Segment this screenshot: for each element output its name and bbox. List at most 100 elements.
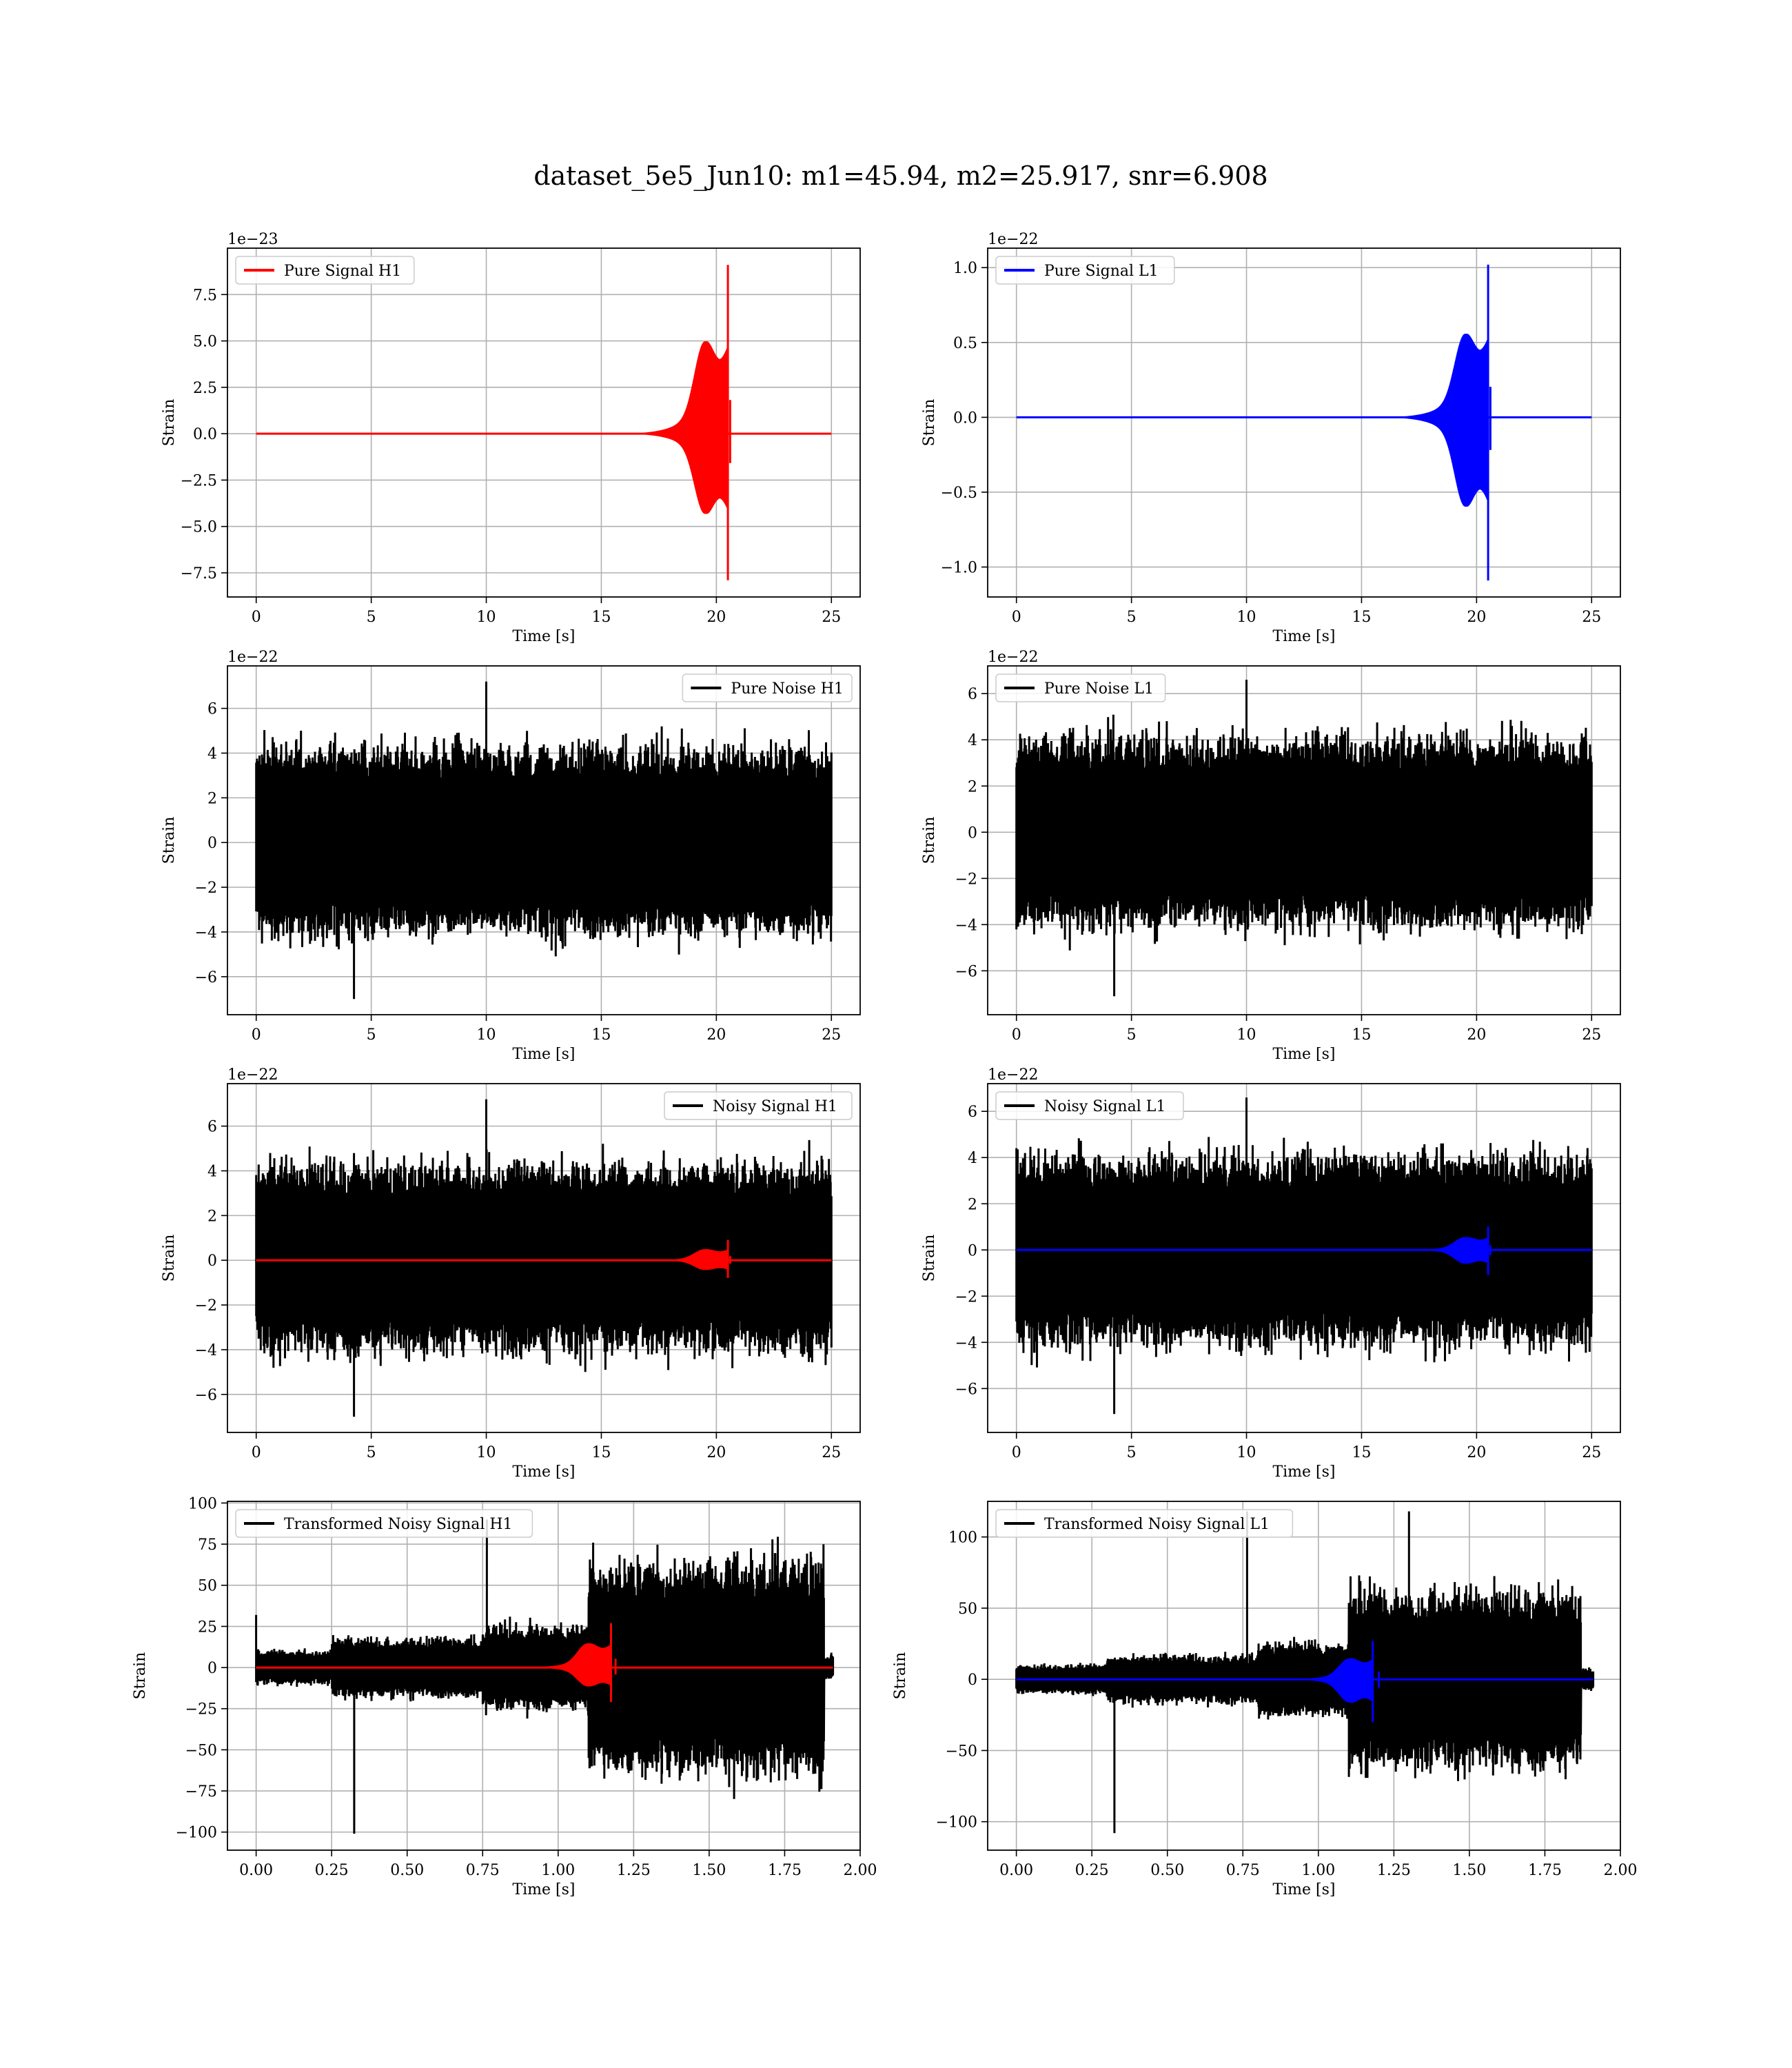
y-axis-label: Strain — [892, 1652, 909, 1700]
x-tick-label: 5 — [1127, 1026, 1137, 1044]
axis-offset-text: 1e−22 — [227, 1066, 278, 1084]
y-tick-label: −4 — [955, 1335, 977, 1352]
x-tick-label: 20 — [1467, 1444, 1486, 1461]
plot-area — [1015, 680, 1593, 997]
noise-series-line — [1015, 1511, 1595, 1834]
x-tick-label: 1.50 — [692, 1862, 726, 1879]
x-axis-label: Time [s] — [512, 628, 575, 645]
legend-box — [682, 673, 853, 702]
y-tick-label: 0 — [207, 1253, 217, 1270]
y-tick-label: −2 — [955, 1288, 977, 1306]
chart-panel-5: 0 5 10 15 20 25 −6 −4 −2 0 2 4 6 Time [s] Strain 1e−22 N… — [161, 1066, 861, 1481]
x-tick-label: 5 — [367, 1026, 376, 1044]
signal-series-line — [1016, 264, 1592, 581]
x-tick-label: 0.50 — [1150, 1862, 1184, 1879]
chart-panel-6: 0 5 10 15 20 25 −6 −4 −2 0 2 4 6 Time [s] Strain 1e−22 N… — [921, 1066, 1621, 1481]
x-tick-label: 0 — [252, 1026, 261, 1044]
y-tick-label: 0 — [968, 824, 977, 842]
axis-offset-text: 1e−22 — [988, 231, 1038, 248]
x-tick-label: 10 — [1237, 1444, 1256, 1461]
axis-offset-text: 1e−22 — [988, 1066, 1038, 1084]
y-tick-label: 100 — [188, 1495, 217, 1512]
x-tick-label: 5 — [1127, 1444, 1137, 1461]
y-tick-label: 2 — [207, 790, 217, 807]
x-tick-label: 20 — [706, 609, 726, 626]
x-tick-label: 2.00 — [1604, 1862, 1638, 1879]
y-tick-label: 100 — [948, 1530, 977, 1547]
x-tick-label: 1.25 — [617, 1862, 651, 1879]
legend-box — [235, 256, 415, 285]
x-tick-label: 25 — [1582, 1026, 1601, 1044]
y-tick-label: 0 — [207, 1660, 217, 1677]
legend-box — [995, 1091, 1184, 1120]
x-tick-label: 0 — [1012, 609, 1021, 626]
x-tick-label: 0 — [252, 1444, 261, 1461]
y-tick-label: 6 — [207, 1119, 217, 1136]
x-tick-label: 10 — [477, 1026, 496, 1044]
y-tick-label: 2 — [968, 1196, 977, 1213]
plot-area — [255, 1099, 833, 1417]
y-axis-label: Strain — [921, 817, 938, 864]
y-tick-label: 0.0 — [953, 409, 977, 427]
axes-frame — [987, 1083, 1621, 1433]
x-tick-label: 0.50 — [390, 1862, 424, 1879]
signal-series-line — [1016, 1641, 1594, 1723]
x-tick-label: 25 — [1582, 1444, 1601, 1461]
x-tick-label: 20 — [706, 1444, 726, 1461]
plot-area — [1015, 1511, 1595, 1834]
x-axis-label: Time [s] — [512, 1046, 575, 1063]
y-tick-label: −75 — [185, 1783, 217, 1801]
y-tick-label: −6 — [195, 969, 217, 986]
y-tick-label: −100 — [936, 1814, 977, 1832]
y-tick-label: 4 — [207, 1164, 217, 1181]
y-tick-label: −2 — [195, 1297, 217, 1315]
x-tick-label: 5 — [367, 1444, 376, 1461]
x-tick-label: 10 — [1237, 1026, 1256, 1044]
x-tick-label: 0.75 — [1226, 1862, 1260, 1879]
x-tick-label: 1.00 — [541, 1862, 575, 1879]
y-tick-label: 6 — [968, 1104, 977, 1121]
x-tick-label: 1.00 — [1301, 1862, 1335, 1879]
y-tick-label: −6 — [955, 1381, 977, 1398]
legend-label: Pure Signal H1 — [284, 263, 401, 280]
y-tick-label: 25 — [198, 1619, 217, 1636]
legend-label: Noisy Signal H1 — [713, 1098, 837, 1115]
axes-frame — [227, 1083, 861, 1433]
x-tick-label: 15 — [1352, 1026, 1371, 1044]
x-tick-label: 0.75 — [466, 1862, 500, 1879]
signal-series-line — [256, 1623, 833, 1703]
x-tick-label: 25 — [1582, 609, 1601, 626]
y-tick-label: −5.0 — [181, 519, 217, 536]
axis-offset-text: 1e−23 — [227, 231, 278, 248]
y-tick-label: 0 — [968, 1672, 977, 1689]
x-axis-label: Time [s] — [1272, 1046, 1335, 1063]
plot-area — [255, 1519, 835, 1834]
x-tick-label: 0.00 — [239, 1862, 273, 1879]
chart-panel-7: 0.00 0.25 0.50 0.75 1.00 1.25 1.50 1.75 2.00 −100… — [132, 1495, 877, 1898]
y-tick-label: −1.0 — [941, 560, 977, 577]
x-tick-label: 10 — [477, 1444, 496, 1461]
x-tick-label: 0.00 — [999, 1862, 1033, 1879]
axes-frame — [227, 665, 861, 1015]
y-axis-label: Strain — [161, 817, 178, 864]
y-axis-label: Strain — [921, 1235, 938, 1282]
legend-label: Transformed Noisy Signal L1 — [1044, 1516, 1270, 1533]
y-tick-label: 4 — [968, 732, 977, 749]
y-tick-label: −25 — [185, 1701, 217, 1719]
legend-label: Transformed Noisy Signal H1 — [284, 1516, 513, 1533]
legend-box — [995, 1509, 1294, 1538]
chart-panel-1: 0 5 10 15 20 25 −7.5 −5.0 −2.5 0.0 2.5 5.0 7.5 Time [… — [161, 231, 861, 645]
legend-box — [235, 1509, 533, 1538]
legend-label: Pure Signal L1 — [1044, 263, 1159, 280]
axes-frame — [227, 247, 861, 598]
plot-area — [1016, 264, 1592, 581]
axes-frame — [987, 1501, 1621, 1851]
x-tick-label: 5 — [1127, 609, 1137, 626]
chart-panel-2: 0 5 10 15 20 25 −1.0 −0.5 0.0 0.5 1.0 Time [s] Strai… — [921, 231, 1621, 645]
x-tick-label: 2.00 — [844, 1862, 877, 1879]
y-tick-label: 4 — [207, 746, 217, 763]
x-tick-label: 0 — [1012, 1026, 1021, 1044]
x-tick-label: 15 — [591, 609, 611, 626]
x-axis-label: Time [s] — [1272, 628, 1335, 645]
